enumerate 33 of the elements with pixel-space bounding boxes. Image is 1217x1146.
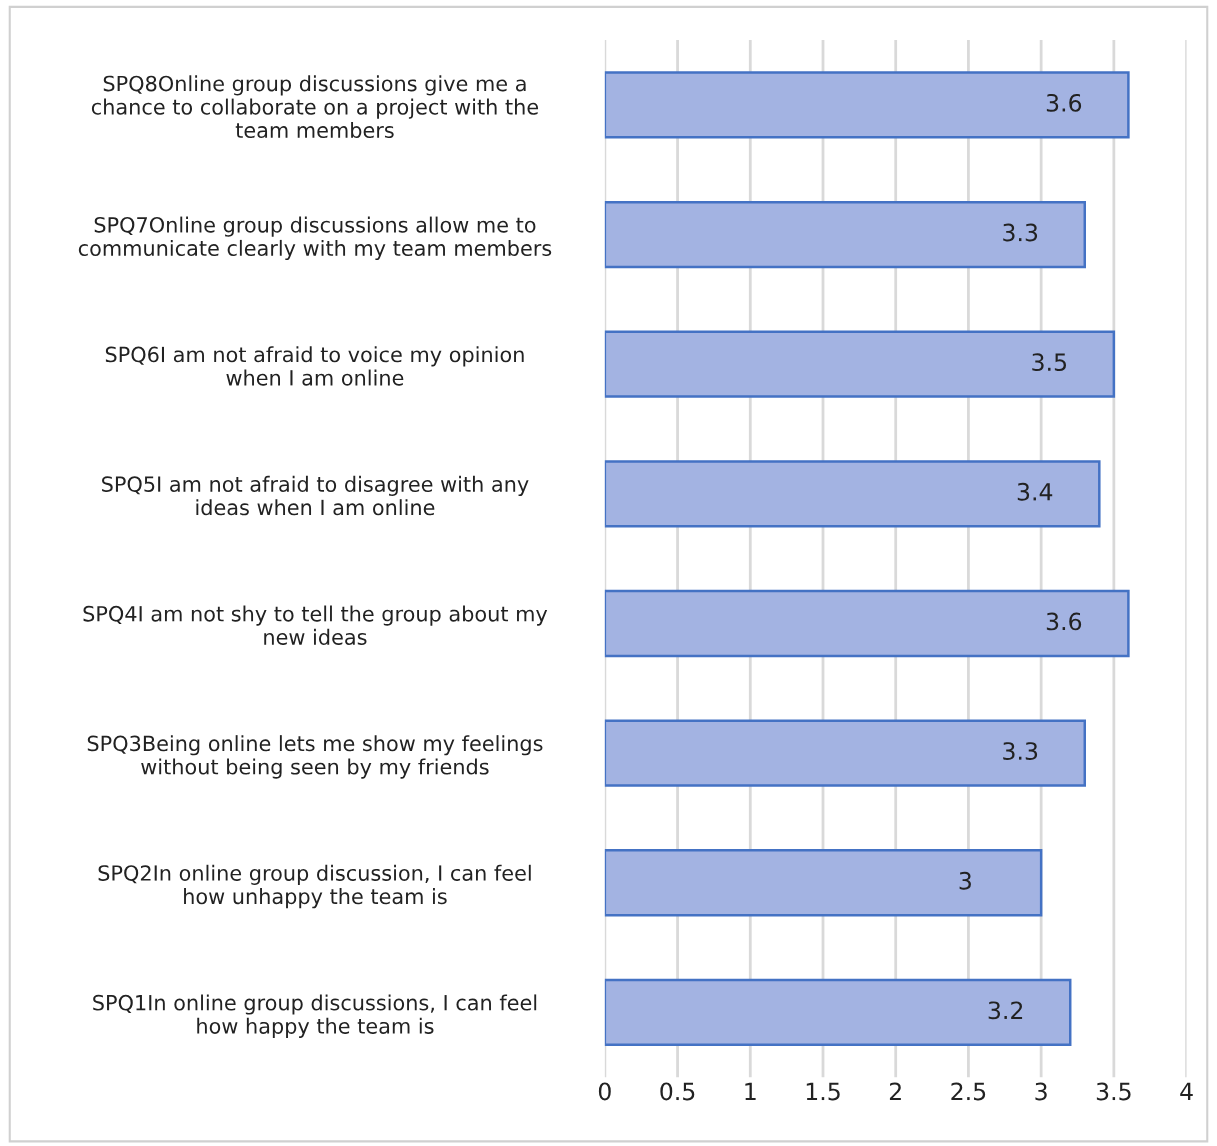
y-tick-label: SPQ5I am not afraid to disagree with any ideas when I am online: [102, 475, 529, 516]
bar: [604, 978, 1072, 1047]
data-label: 3.4: [1017, 482, 1053, 501]
bar: [604, 719, 1087, 787]
x-tick-label: 2.5: [951, 1082, 986, 1101]
y-tick-label: SPQ6I am not afraid to voice my opinion when I am online: [105, 346, 524, 386]
y-tick-label: SPQ4I am not shy to tell the group about my new ideas: [83, 605, 548, 645]
data-label: 3.5: [1032, 353, 1067, 372]
y-tick-label: SPQ8Online group discussions give me a chance to collaborate on a project with the team members: [91, 75, 539, 139]
x-tick-label: 3.5: [1096, 1082, 1131, 1101]
x-tick-label: 2: [889, 1082, 901, 1101]
y-tick-label: SPQ2In online group discussion, I can feel how unhappy the team is: [98, 864, 531, 909]
bar: [604, 200, 1087, 269]
data-label: 3.3: [1003, 223, 1038, 242]
bar: [604, 330, 1116, 398]
data-label: 3.2: [988, 1001, 1023, 1020]
y-tick-label: SPQ7Online group discussions allow me to communicate clearly with my team members: [78, 216, 552, 261]
data-label: 3: [959, 871, 971, 890]
bar: [604, 589, 1130, 658]
x-tick-label: 0.5: [660, 1082, 695, 1101]
y-tick-label: SPQ3Being online lets me show my feelings without being seen by my friends: [87, 735, 543, 779]
data-label: 3.3: [1003, 742, 1038, 760]
bar: [604, 460, 1101, 528]
bar: [604, 849, 1043, 917]
x-tick-label: 1.5: [806, 1082, 840, 1101]
y-tick-label: SPQ1In online group discussions, I can feel how happy the team is: [93, 994, 537, 1038]
bar: [604, 71, 1130, 139]
x-tick-label: 4: [1180, 1082, 1193, 1101]
data-label: 3.6: [1046, 612, 1082, 631]
data-label: 3.6: [1046, 93, 1082, 112]
x-tick-label: 0: [598, 1082, 611, 1101]
x-tick-label: 3: [1035, 1082, 1047, 1101]
x-tick-label: 1: [745, 1082, 756, 1101]
